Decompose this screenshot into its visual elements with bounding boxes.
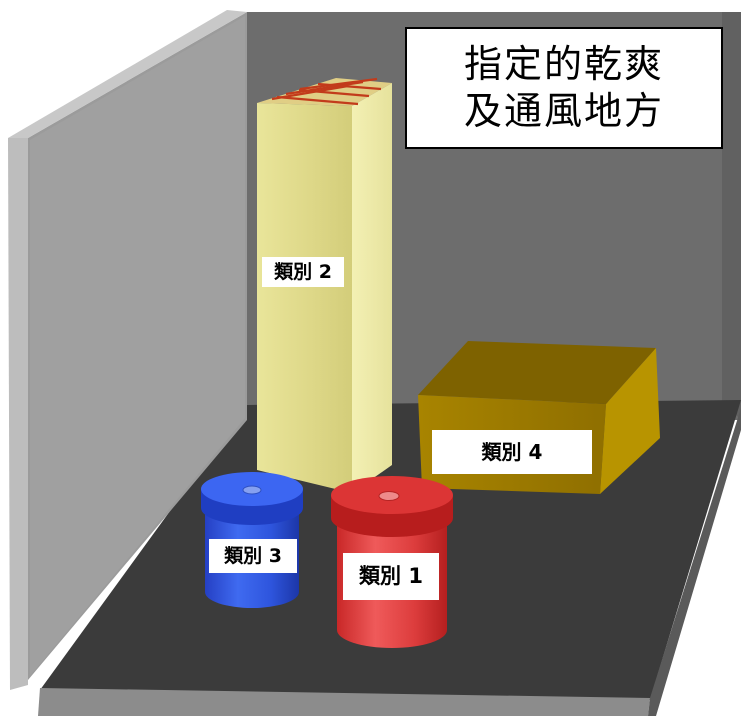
- title-line-1: 指定的乾爽: [463, 41, 664, 86]
- category-2-label: 類別 2: [262, 257, 344, 287]
- title-box: 指定的乾爽 及通風地方: [405, 27, 723, 149]
- brown-box-top: [418, 341, 656, 404]
- tall-box: [257, 77, 392, 493]
- red-drum-cap: [378, 491, 400, 501]
- left-wall-inner-shade: [30, 16, 245, 676]
- right-wall-edge: [722, 12, 741, 420]
- category-3-label: 類別 3: [209, 539, 297, 573]
- tall-box-front: [257, 103, 352, 493]
- left-wall-edge: [8, 138, 28, 690]
- blue-drum: [201, 472, 303, 608]
- floor-right-edge: [648, 408, 741, 716]
- tall-box-side: [352, 83, 392, 493]
- title-line-2: 及通風地方: [463, 89, 664, 133]
- floor-front-edge: [38, 688, 650, 716]
- left-wall-top-edge: [8, 10, 247, 138]
- category-4-label: 類別 4: [432, 430, 592, 474]
- blue-drum-cap: [242, 485, 262, 495]
- tall-box-top-grid: [271, 77, 382, 106]
- brown-box-side: [600, 348, 660, 494]
- category-1-label: 類別 1: [343, 553, 439, 600]
